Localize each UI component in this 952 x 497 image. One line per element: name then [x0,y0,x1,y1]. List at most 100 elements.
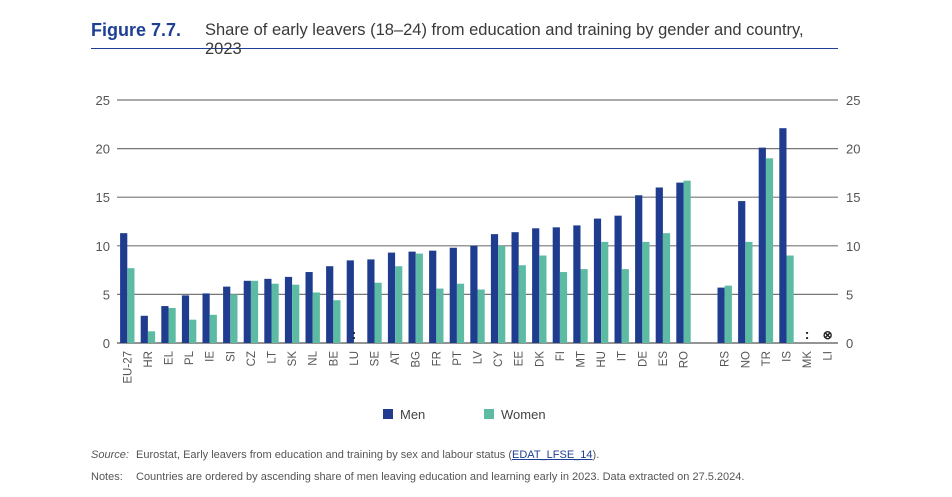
bar-women-IT [621,269,629,343]
bar-women-HU [601,241,609,343]
x-tick-label: IS [782,351,794,362]
x-tick-label: SK [287,351,299,367]
y-tick-label-right: 10 [846,239,860,254]
source-link[interactable]: EDAT_LFSE_14 [512,449,593,461]
bar-men-EE [511,232,519,343]
x-tick-label: NL [308,350,320,365]
x-tick-label: HR [143,351,155,368]
bar-women-AT [395,266,403,343]
bar-men-IE [202,293,210,343]
x-tick-label: SE [370,351,382,367]
bar-women-BG [415,253,423,343]
y-tick-label-right: 15 [846,190,860,205]
notes-text: Countries are ordered by ascending share… [136,471,745,483]
x-tick-label: RO [679,351,691,368]
bar-men-DK [532,228,540,343]
bar-women-SI [230,294,238,343]
bar-women-NO [745,241,753,343]
bar-men-CZ [243,280,251,343]
bar-men-PT [449,247,457,343]
bar-men-LT [264,278,272,343]
bar-men-SE [367,259,375,343]
bar-women-PL [189,319,197,343]
source-text: Eurostat, Early leavers from education a… [136,449,513,461]
bar-women-IE [209,314,217,343]
bar-women-EU-27 [127,268,135,343]
x-tick-label: FI [555,351,567,361]
bar-men-CY [490,234,499,343]
x-tick-label: RS [720,351,732,367]
x-tick-label: NO [740,351,752,368]
x-tick-label: AT [390,351,402,365]
x-tick-label: FR [431,351,443,366]
bar-men-IT [614,215,622,343]
bar-men-RS [717,287,725,343]
x-tick-label: LV [473,351,485,365]
x-tick-label: LU [349,351,361,366]
bar-women-DK [539,255,547,343]
bar-women-FR [436,288,444,343]
source-end: ). [592,449,600,461]
bar-women-TR [765,158,774,343]
source-label: Source: [91,449,129,461]
x-tick-label: IE [205,351,217,362]
y-tick-label-right: 0 [846,336,853,351]
x-tick-label: EU-27 [122,351,134,384]
bar-women-FI [559,272,568,343]
bar-men-LU [346,260,354,343]
bar-men-AT [387,252,396,343]
x-tick-label: PL [184,350,196,365]
notes-label: Notes: [91,471,123,483]
bar-women-NL [312,292,320,343]
bar-men-TR [758,147,766,343]
bar-women-CZ [250,280,259,343]
bar-women-MT [580,269,588,343]
x-tick-label: EE [514,351,526,367]
x-tick-label: MK [802,351,814,369]
bar-women-RS [724,285,732,343]
bar-men-BE [326,266,334,343]
y-tick-label-left: 5 [103,287,110,302]
x-tick-label: IT [617,351,629,361]
bar-women-SE [374,282,382,343]
x-tick-label: TR [761,351,773,366]
legend-swatch-women [484,409,494,419]
bar-men-RO [676,182,684,343]
bar-women-BE [333,300,341,343]
bar-women-EL [168,308,176,343]
bar-men-HU [593,218,602,343]
y-tick-label-right: 25 [846,93,860,108]
notes: Notes: Countries are ordered by ascending… [91,471,744,483]
bar-women-SK [292,284,300,343]
source-note: Source: Eurostat, Early leavers from educ… [91,449,599,461]
bar-men-FI [552,227,560,343]
x-tick-label: LI [823,351,835,361]
missing-data-marker: ⊗ [823,328,833,342]
y-tick-label-left: 15 [96,190,110,205]
figure-title: Share of early leavers (18–24) from educ… [205,21,804,58]
bar-men-EU-27 [120,233,128,343]
x-tick-label: HU [596,351,608,368]
figure-number: Figure 7.7. [91,20,182,40]
legend-label-women: Women [501,407,546,422]
x-tick-label: BE [328,351,340,367]
bar-women-CY [498,245,506,343]
bar-women-LT [271,283,279,343]
bar-women-ES [662,233,671,343]
bar-men-DE [635,195,643,343]
x-tick-label: CZ [246,351,258,366]
bar-men-LV [470,245,478,343]
x-tick-label: ES [658,351,670,367]
bar-women-EE [518,265,526,343]
y-tick-label-left: 10 [96,239,110,254]
bar-men-BG [408,251,416,343]
x-tick-label: CY [493,351,505,367]
bar-men-NO [738,201,746,343]
bar-women-LV [477,289,485,343]
missing-data-marker: : [352,326,357,342]
bar-men-MT [573,225,581,343]
y-tick-label-right: 5 [846,287,853,302]
bar-chart: 0 0 5 5 10 10 15 15 20 20 25 25 EU-27 HR EL PL IE SI CZ LT S… [96,93,861,422]
bar-men-SI [223,286,231,343]
bar-men-FR [429,250,437,343]
